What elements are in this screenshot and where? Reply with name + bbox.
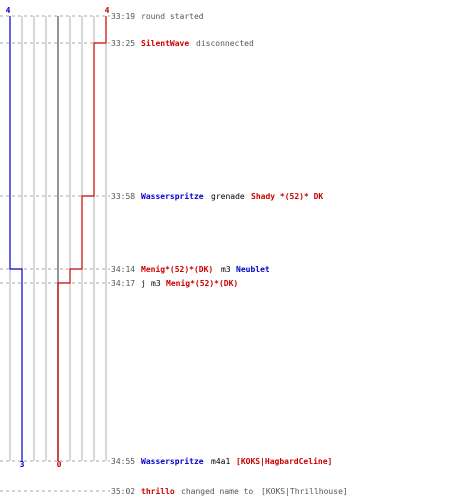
event-text: round started	[141, 12, 204, 21]
player-name-blue: Wasserspritze	[141, 191, 204, 201]
player-name-red: Shady *(52)* DK	[251, 192, 323, 201]
event-time: 33:25	[111, 39, 135, 48]
event-time: 33:19	[111, 12, 135, 21]
blue-score-end: 3	[20, 460, 25, 469]
player-name-red: thrillo	[141, 486, 175, 496]
event-time: 35:02	[111, 487, 135, 496]
player-name-red: [KOKS|HagbardCeline]	[236, 456, 332, 466]
red-score-end: 0	[57, 460, 62, 469]
event-text: m3	[151, 279, 161, 288]
event-text: grenade	[211, 192, 245, 201]
event-text: changed name to	[181, 487, 253, 496]
blue-score-start: 4	[6, 6, 11, 15]
red-team-count-line	[57, 16, 107, 461]
event-text: [KOKS|Thrillhouse]	[261, 487, 348, 496]
player-name-blue: Neublet	[236, 265, 270, 274]
event-time: 34:17	[111, 279, 135, 288]
blue-team-count-line	[9, 16, 23, 461]
player-name-red: Menig*(52)*(DK)	[141, 264, 213, 274]
player-name-red: Menig*(52)*(DK)	[166, 278, 238, 288]
event-text: m3	[221, 265, 231, 274]
event-time: 34:14	[111, 265, 135, 274]
player-name-red: SilentWave	[141, 38, 189, 48]
event-time: 33:58	[111, 192, 135, 201]
event-text: m4a1	[211, 457, 230, 466]
red-score-start: 4	[105, 6, 110, 15]
player-name-blue: Wasserspritze	[141, 456, 204, 466]
event-text: disconnected	[196, 39, 254, 48]
event-text: j	[141, 279, 146, 288]
event-time: 34:55	[111, 457, 135, 466]
